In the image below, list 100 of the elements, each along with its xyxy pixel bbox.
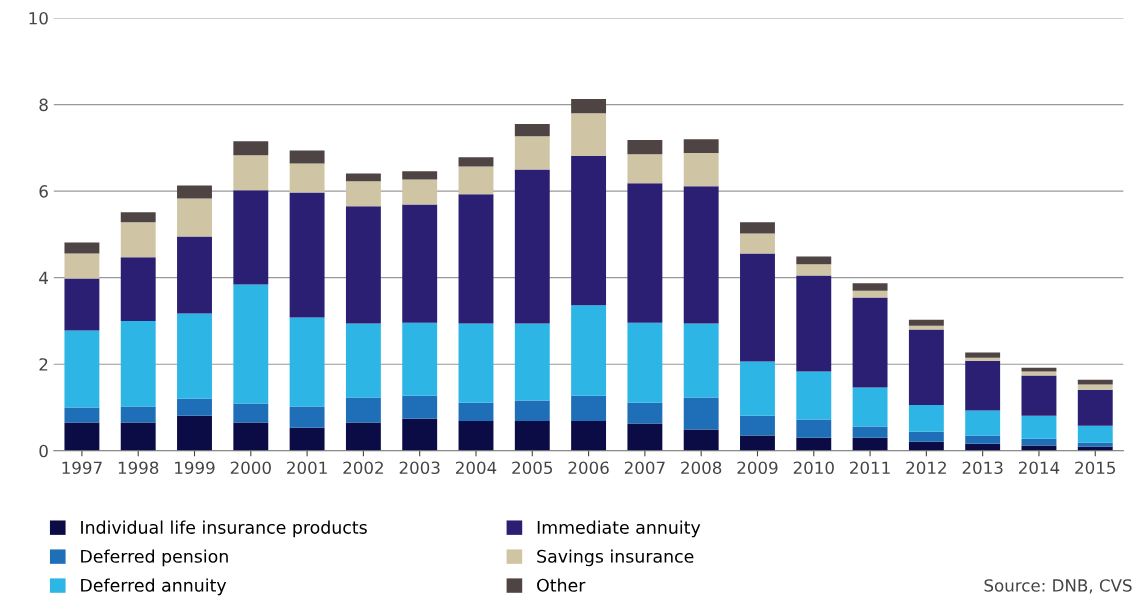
bar bbox=[514, 323, 550, 401]
bar bbox=[852, 283, 888, 291]
bar bbox=[965, 360, 1001, 411]
bar bbox=[514, 400, 550, 421]
bar bbox=[627, 402, 663, 424]
x-tick-label: 2011 bbox=[850, 461, 890, 475]
bar bbox=[1021, 415, 1057, 439]
bar bbox=[120, 320, 156, 407]
bar bbox=[458, 194, 494, 324]
bar bbox=[627, 423, 663, 451]
bar bbox=[571, 113, 607, 157]
bar bbox=[908, 319, 944, 326]
bar bbox=[852, 437, 888, 451]
bar bbox=[458, 402, 494, 421]
bar bbox=[289, 406, 325, 428]
bar bbox=[402, 418, 438, 451]
bar bbox=[1021, 367, 1057, 372]
bar bbox=[852, 387, 888, 427]
bar bbox=[402, 395, 438, 419]
bar bbox=[1021, 375, 1057, 416]
bar bbox=[908, 329, 944, 405]
x-tick-label: 2012 bbox=[906, 461, 946, 475]
legend-label: Deferred pension bbox=[81, 549, 228, 567]
bar bbox=[571, 395, 607, 421]
bar bbox=[796, 275, 832, 372]
bar bbox=[740, 253, 775, 362]
x-tick-label: 1999 bbox=[175, 461, 215, 475]
bar bbox=[965, 357, 1001, 361]
x-tick-label: 2014 bbox=[1018, 461, 1060, 475]
bar bbox=[177, 415, 212, 451]
bar bbox=[740, 435, 775, 451]
x-tick-label: 2010 bbox=[793, 461, 834, 475]
bar bbox=[683, 323, 719, 398]
bar bbox=[796, 419, 832, 438]
bar bbox=[852, 290, 888, 298]
x-tick-label: 2005 bbox=[512, 461, 553, 475]
bar bbox=[402, 171, 438, 180]
bar bbox=[64, 422, 100, 451]
bar bbox=[345, 181, 381, 207]
bar bbox=[571, 98, 607, 114]
bar bbox=[627, 183, 663, 323]
bar bbox=[1077, 384, 1113, 390]
bar bbox=[683, 139, 719, 154]
y-tick-label: 6 bbox=[39, 185, 48, 198]
bar bbox=[458, 323, 494, 403]
bar bbox=[345, 206, 381, 324]
bar bbox=[796, 371, 832, 420]
legend-label: Other bbox=[537, 578, 586, 592]
bar bbox=[289, 317, 325, 407]
bar bbox=[289, 150, 325, 164]
bar bbox=[796, 264, 832, 276]
bar bbox=[289, 163, 325, 193]
bar bbox=[120, 406, 156, 423]
bar bbox=[514, 136, 550, 170]
bar bbox=[1077, 425, 1113, 443]
x-tick-label: 2004 bbox=[456, 461, 497, 475]
bar bbox=[740, 233, 775, 254]
bar bbox=[571, 156, 607, 306]
bar bbox=[683, 429, 719, 451]
bar bbox=[571, 420, 607, 451]
bar bbox=[345, 173, 381, 182]
bar bbox=[64, 242, 100, 254]
bar bbox=[345, 323, 381, 398]
bar bbox=[908, 404, 944, 432]
bar bbox=[458, 166, 494, 195]
bar bbox=[627, 322, 663, 403]
bar bbox=[514, 420, 550, 451]
bar bbox=[514, 169, 550, 324]
bar bbox=[177, 398, 212, 416]
bar bbox=[402, 204, 438, 323]
bar bbox=[402, 179, 438, 205]
bar bbox=[796, 256, 832, 265]
bar bbox=[965, 435, 1001, 444]
legend-label: Individual life insurance products bbox=[81, 520, 367, 538]
x-tick-label: 1997 bbox=[62, 461, 102, 475]
y-tick-label: 10 bbox=[29, 11, 48, 25]
x-tick-label: 1998 bbox=[118, 461, 159, 475]
bar bbox=[233, 422, 269, 451]
bar bbox=[740, 361, 775, 416]
bar bbox=[627, 154, 663, 184]
bar bbox=[64, 330, 100, 408]
bar bbox=[1077, 379, 1113, 385]
bar bbox=[683, 397, 719, 430]
bar bbox=[120, 212, 156, 223]
bar bbox=[177, 236, 212, 314]
bar bbox=[120, 422, 156, 451]
bar bbox=[965, 352, 1001, 358]
source-note: Source: DNB, CVS bbox=[984, 579, 1132, 594]
bar bbox=[683, 153, 719, 187]
x-tick-label: 2009 bbox=[737, 461, 778, 475]
bar bbox=[177, 198, 212, 237]
bar bbox=[627, 140, 663, 155]
bar bbox=[908, 431, 944, 442]
bar bbox=[233, 141, 269, 156]
bar bbox=[177, 313, 212, 399]
legend-label: Immediate annuity bbox=[537, 520, 701, 538]
bar bbox=[120, 257, 156, 321]
bar bbox=[402, 322, 438, 396]
bar bbox=[852, 297, 888, 388]
bar bbox=[64, 253, 100, 279]
